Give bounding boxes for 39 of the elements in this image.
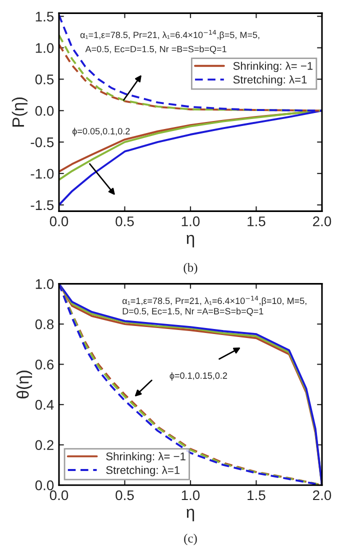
y-tick-label: 0.8 <box>35 319 54 330</box>
legend-label: Stretching: λ=1 <box>233 75 307 86</box>
y-tick-label: 0.0 <box>35 480 54 490</box>
y-tick-label: 0.6 <box>35 360 54 370</box>
x-tick-label: 0.0 <box>50 216 68 226</box>
text: (b) <box>184 262 198 274</box>
x-axis-title: η <box>186 508 194 522</box>
legend-label: Stretching: λ=1 <box>106 466 180 476</box>
x-tick-label: 0.0 <box>50 490 68 500</box>
y-tick-label: 0.2 <box>35 440 54 450</box>
annotation: A=0.5, Ec=D=1.5, Nr =B=S=b=Q=1 <box>85 46 226 54</box>
legend-label: Shrinking: λ= −1 <box>233 62 313 72</box>
y-tick-label: 1.0 <box>36 43 54 53</box>
x-tick-label: 0.5 <box>116 216 134 226</box>
y-tick-label: -1.0 <box>30 168 54 179</box>
x-tick-label: 2.0 <box>313 490 332 500</box>
x-axis-title: η <box>186 234 194 248</box>
y-axis-title: θ(η) <box>16 370 32 398</box>
x-tick-label: 2.0 <box>313 216 332 226</box>
annotation: α₁=1,ε=78.5, Pr=21, λ₁=6.4×10$^{−14}$,β=10, M=5, <box>122 296 306 306</box>
y-tick-label: 0.0 <box>35 106 54 116</box>
legend-label: Shrinking: λ= −1 <box>106 452 186 463</box>
x-tick-label: 1.0 <box>182 216 200 226</box>
annotation: ϕ=0.05,0.1,0.2 <box>72 128 130 136</box>
y-tick-label: 0.4 <box>35 400 54 410</box>
y-tick-label: -0.5 <box>30 137 54 148</box>
y-tick-label: 1.0 <box>36 279 54 289</box>
annotation: ϕ=0.1,0.15,0.2 <box>170 372 228 381</box>
y-axis-title: P(η) <box>12 97 28 127</box>
annotation: α₁=1,ε=78.5, Pr=21, λ₁=6.4×10$^{−14}$,β=5, M=5, <box>80 30 260 40</box>
text: (c) <box>184 534 197 546</box>
x-tick-label: 1.0 <box>182 490 200 500</box>
x-tick-label: 1.5 <box>248 490 266 500</box>
y-tick-label: -1.5 <box>30 200 54 210</box>
y-tick-label: 1.5 <box>36 12 54 22</box>
x-tick-label: 0.5 <box>116 490 134 500</box>
x-tick-label: 1.5 <box>248 216 266 226</box>
annotation: D=0.5, Ec=1.5, Nr =A=B=S=b=Q=1 <box>122 308 264 316</box>
y-tick-label: 0.5 <box>35 74 54 84</box>
